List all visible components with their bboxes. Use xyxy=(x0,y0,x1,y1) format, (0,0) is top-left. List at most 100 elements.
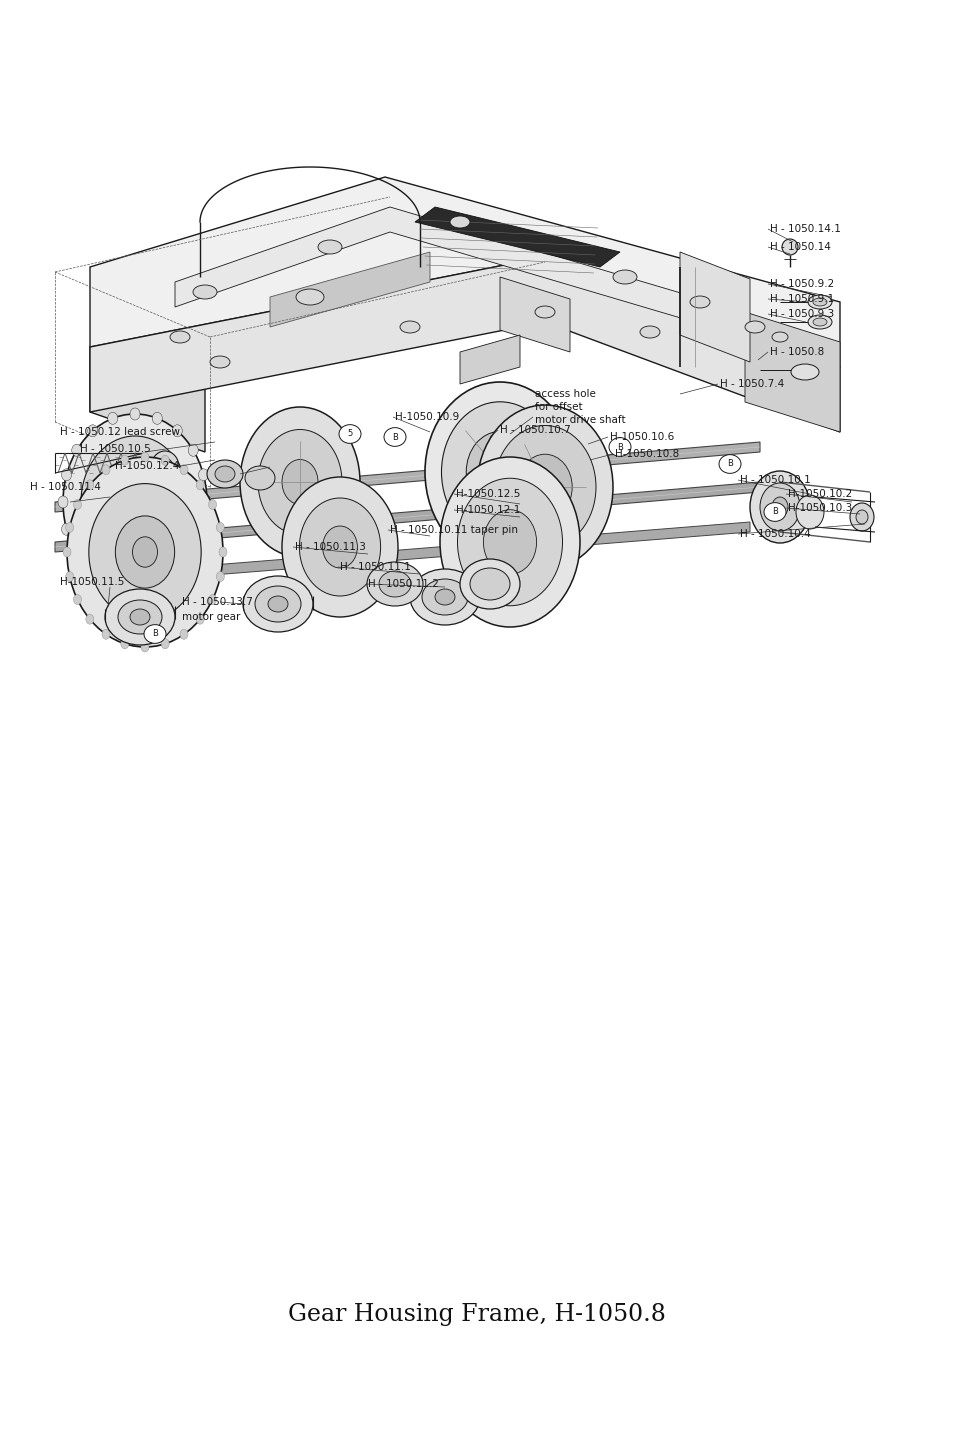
Ellipse shape xyxy=(243,575,313,632)
Polygon shape xyxy=(55,443,760,512)
Ellipse shape xyxy=(268,596,288,611)
Text: H-1050.10.8: H-1050.10.8 xyxy=(615,448,679,459)
Ellipse shape xyxy=(466,431,533,512)
Ellipse shape xyxy=(812,319,826,326)
Ellipse shape xyxy=(66,571,73,581)
Text: B: B xyxy=(771,508,777,516)
Ellipse shape xyxy=(88,567,97,580)
Ellipse shape xyxy=(214,466,234,482)
Text: H - 1050.13.7: H - 1050.13.7 xyxy=(182,597,253,607)
Text: H-1050.11.5: H-1050.11.5 xyxy=(60,577,124,587)
Text: H - 1050.10.5: H - 1050.10.5 xyxy=(80,444,151,454)
Text: H - 1050.8: H - 1050.8 xyxy=(769,348,823,358)
Text: 5: 5 xyxy=(347,430,353,438)
Ellipse shape xyxy=(219,547,227,557)
Ellipse shape xyxy=(130,584,140,596)
Ellipse shape xyxy=(441,402,558,542)
Ellipse shape xyxy=(61,469,71,480)
Polygon shape xyxy=(744,311,840,433)
Ellipse shape xyxy=(476,405,613,570)
Ellipse shape xyxy=(67,457,223,647)
Ellipse shape xyxy=(130,609,150,624)
Ellipse shape xyxy=(198,523,209,535)
Text: H - 1050.10.7: H - 1050.10.7 xyxy=(499,425,570,435)
Ellipse shape xyxy=(240,407,359,557)
Text: H - 1050.11.2: H - 1050.11.2 xyxy=(368,580,438,588)
Ellipse shape xyxy=(257,430,341,535)
Polygon shape xyxy=(174,208,744,337)
Text: for offset: for offset xyxy=(535,402,582,412)
Polygon shape xyxy=(100,522,749,584)
Ellipse shape xyxy=(196,480,204,490)
Text: H-1050.10.6: H-1050.10.6 xyxy=(609,433,674,443)
Ellipse shape xyxy=(763,503,785,522)
Ellipse shape xyxy=(807,296,831,309)
Ellipse shape xyxy=(450,216,470,228)
Ellipse shape xyxy=(188,444,198,456)
Text: H - 1050.7.4: H - 1050.7.4 xyxy=(720,379,783,389)
Ellipse shape xyxy=(202,496,212,508)
Ellipse shape xyxy=(105,588,174,645)
Ellipse shape xyxy=(63,414,207,590)
Ellipse shape xyxy=(435,588,455,606)
Text: Gear Housing Frame, H-1050.8: Gear Housing Frame, H-1050.8 xyxy=(288,1302,665,1325)
Ellipse shape xyxy=(459,559,519,609)
Ellipse shape xyxy=(151,451,179,483)
Ellipse shape xyxy=(141,451,149,461)
Text: B: B xyxy=(392,433,397,441)
Ellipse shape xyxy=(86,480,93,490)
Ellipse shape xyxy=(216,522,224,532)
Ellipse shape xyxy=(71,548,82,559)
Text: B: B xyxy=(726,460,732,469)
Ellipse shape xyxy=(470,568,510,600)
Ellipse shape xyxy=(719,454,740,473)
Text: H - 1050.10.11 taper pin: H - 1050.10.11 taper pin xyxy=(390,525,517,535)
Ellipse shape xyxy=(322,526,357,568)
Ellipse shape xyxy=(399,322,419,333)
Ellipse shape xyxy=(744,322,764,333)
Ellipse shape xyxy=(209,499,216,509)
Ellipse shape xyxy=(193,286,216,298)
Ellipse shape xyxy=(484,454,515,490)
Polygon shape xyxy=(415,208,619,267)
Text: H - 1050.10.4: H - 1050.10.4 xyxy=(740,529,810,539)
Ellipse shape xyxy=(210,356,230,368)
Ellipse shape xyxy=(88,425,97,437)
Ellipse shape xyxy=(771,497,787,518)
Text: H - 1050.11.3: H - 1050.11.3 xyxy=(294,542,366,552)
Ellipse shape xyxy=(639,326,659,337)
Polygon shape xyxy=(90,257,840,433)
Polygon shape xyxy=(679,252,749,362)
Ellipse shape xyxy=(384,428,406,447)
Ellipse shape xyxy=(771,332,787,342)
Ellipse shape xyxy=(483,509,536,574)
Text: H - 1050.12 lead screw: H - 1050.12 lead screw xyxy=(60,427,180,437)
Ellipse shape xyxy=(124,489,146,515)
Text: H - 1050.9.3: H - 1050.9.3 xyxy=(769,309,833,319)
Text: H - 1050.14: H - 1050.14 xyxy=(769,242,830,252)
Text: H - 1050.11.1: H - 1050.11.1 xyxy=(339,562,411,572)
Text: H-1050.12.5: H-1050.12.5 xyxy=(456,489,519,499)
Ellipse shape xyxy=(282,460,317,505)
Polygon shape xyxy=(90,177,840,368)
Ellipse shape xyxy=(73,499,81,509)
Ellipse shape xyxy=(152,580,162,591)
Ellipse shape xyxy=(410,570,479,624)
Text: H-1050.10.9: H-1050.10.9 xyxy=(395,412,458,423)
Ellipse shape xyxy=(61,523,71,535)
Ellipse shape xyxy=(121,639,129,649)
Ellipse shape xyxy=(781,239,797,255)
Ellipse shape xyxy=(108,412,117,424)
Ellipse shape xyxy=(613,270,637,284)
Ellipse shape xyxy=(130,408,140,420)
Ellipse shape xyxy=(494,425,596,548)
Ellipse shape xyxy=(102,629,110,639)
Ellipse shape xyxy=(198,469,209,480)
Ellipse shape xyxy=(338,424,360,443)
Polygon shape xyxy=(55,482,760,552)
Ellipse shape xyxy=(115,516,174,588)
Ellipse shape xyxy=(421,580,468,614)
Ellipse shape xyxy=(180,629,188,639)
Ellipse shape xyxy=(282,477,397,617)
Text: motor gear: motor gear xyxy=(182,611,240,622)
